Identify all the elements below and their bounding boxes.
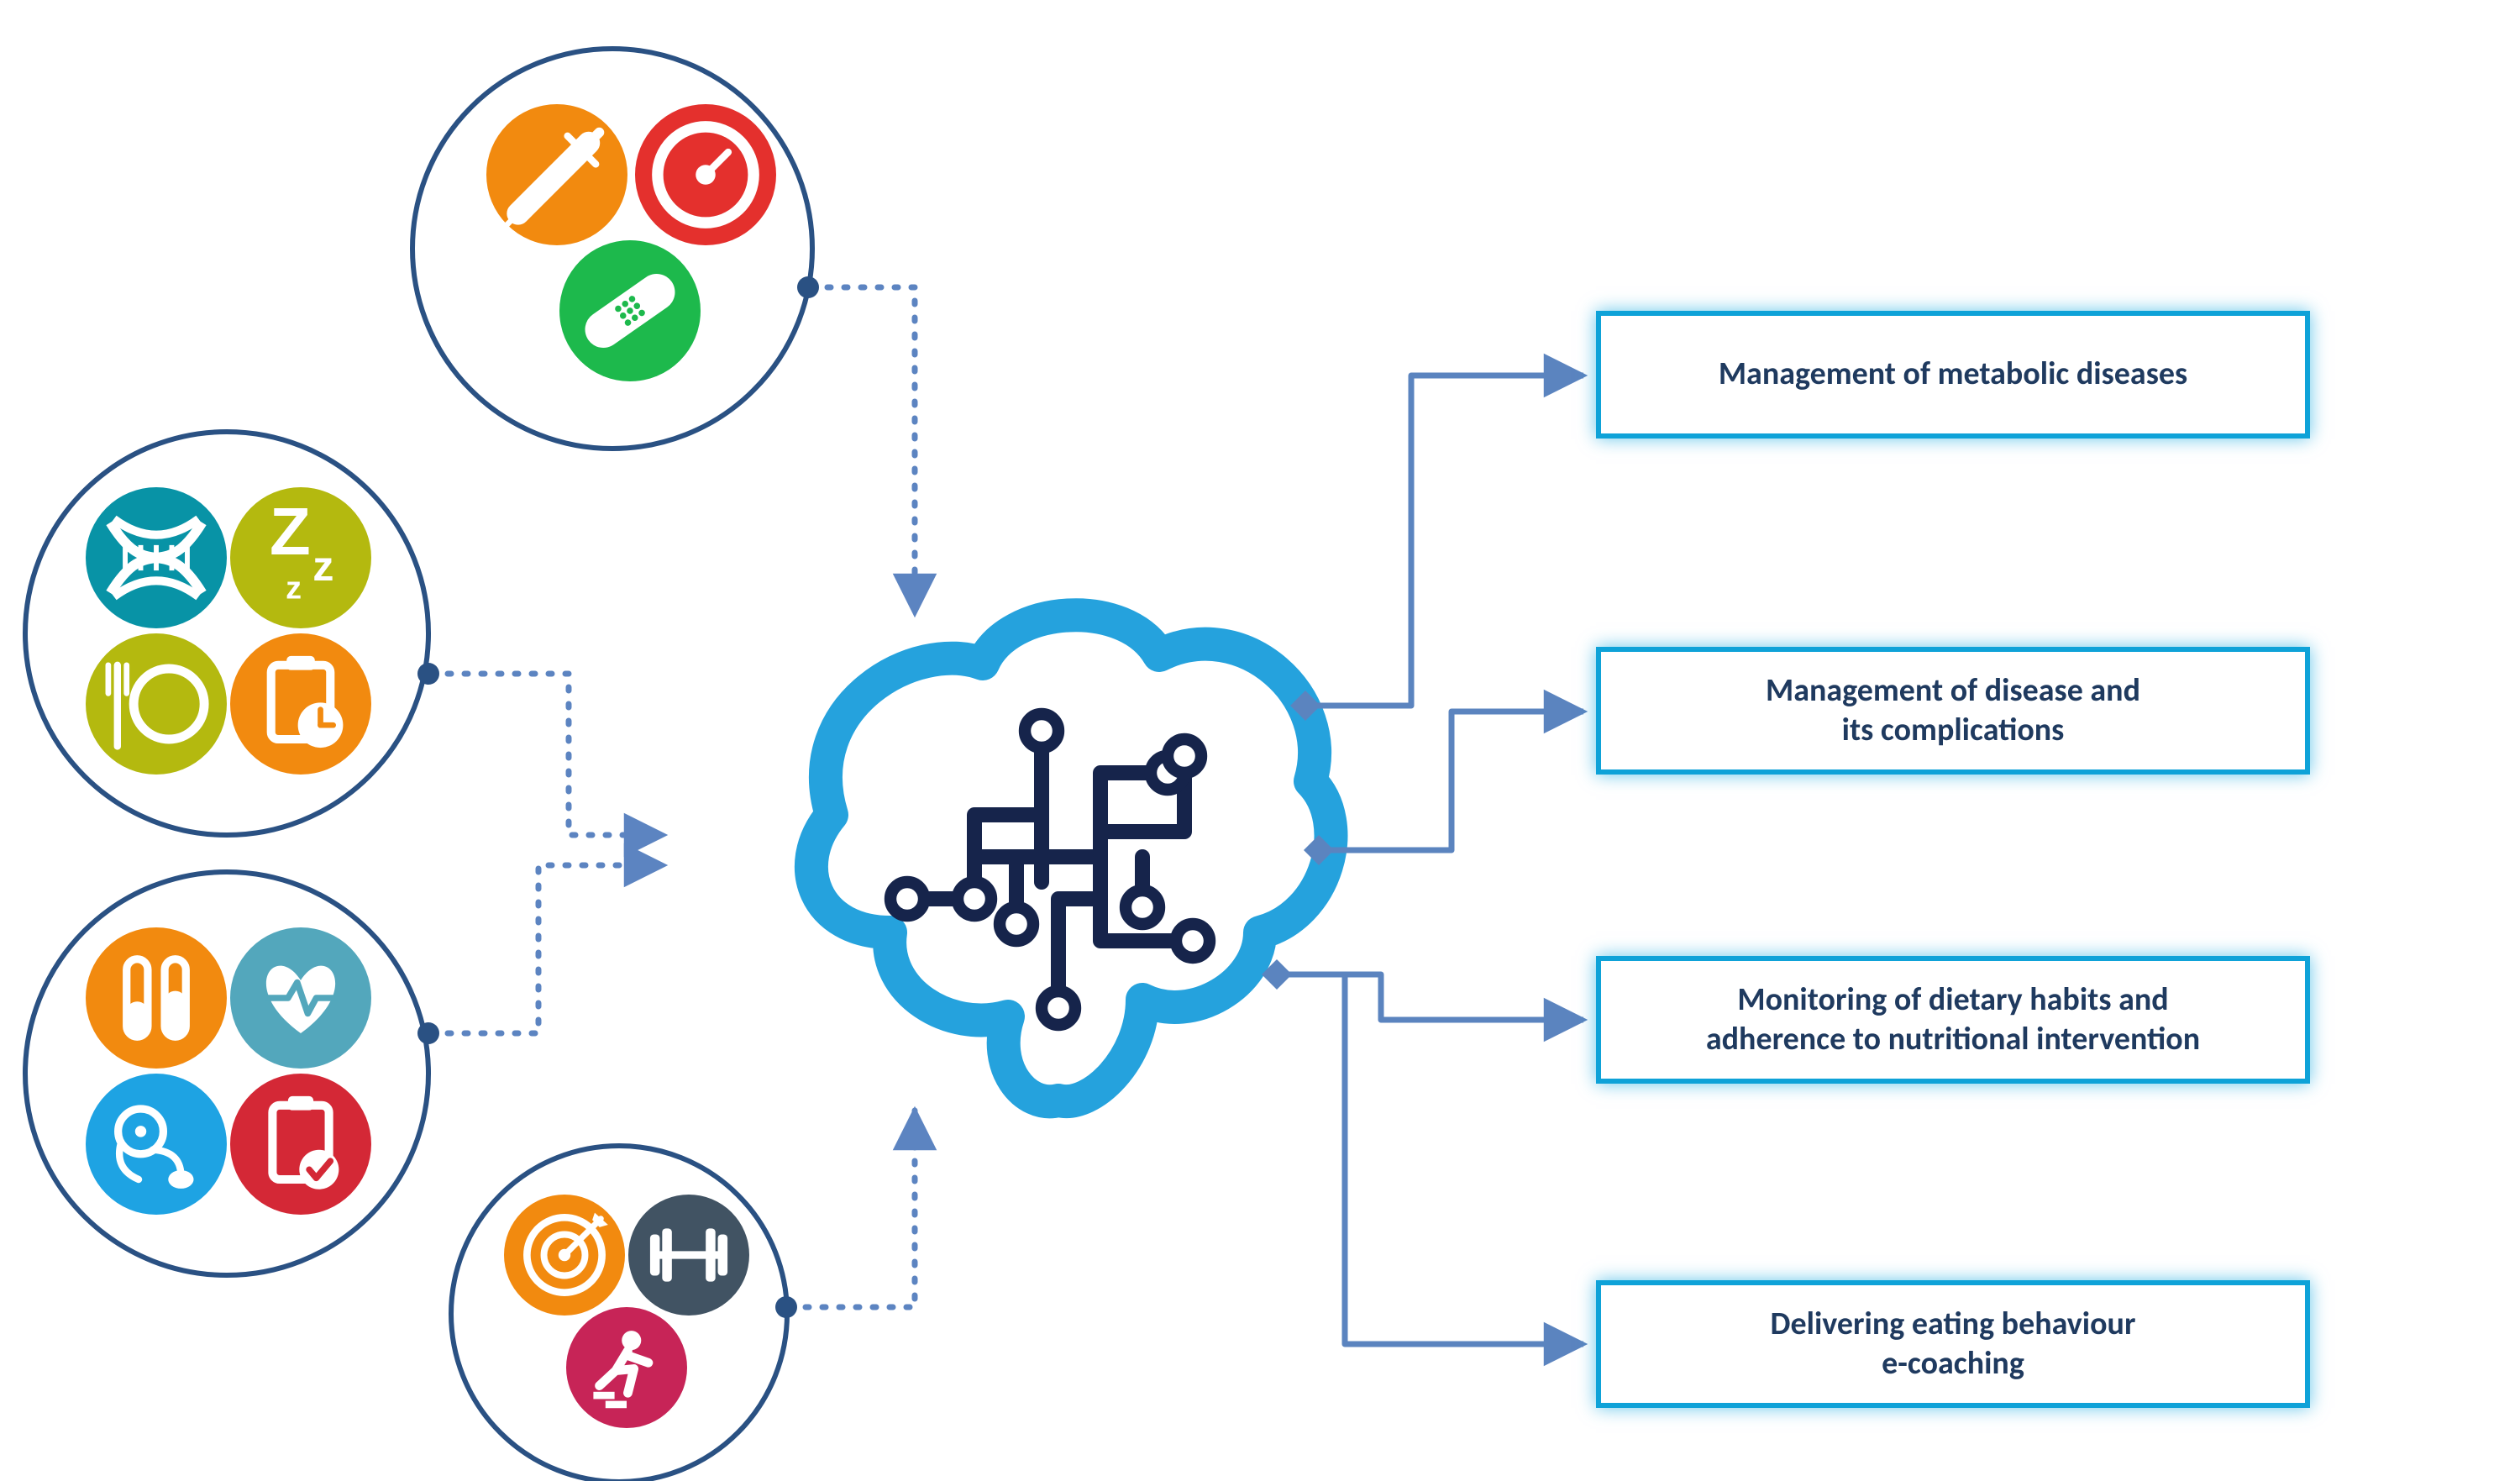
target-icon	[504, 1195, 625, 1316]
input-connector	[431, 674, 664, 835]
svg-text:z: z	[312, 542, 333, 590]
output-connector	[1324, 712, 1583, 850]
test-tubes-icon	[86, 927, 227, 1069]
output-box-line: adherence to nutritional intervention	[1706, 1020, 2200, 1060]
clipboard-timer-icon	[230, 633, 371, 775]
output-box-line: its complications	[1766, 711, 2140, 751]
dumbbell-icon	[628, 1195, 749, 1316]
input-connector	[811, 287, 915, 613]
ai-brain-icon	[811, 615, 1331, 1101]
input-bubble-lifestyle: Zzz	[25, 432, 439, 835]
syringe-icon	[486, 104, 627, 245]
bubble-anchor-dot	[797, 276, 819, 298]
dna-icon	[86, 487, 227, 628]
scale-icon	[635, 104, 776, 245]
svg-text:Z: Z	[270, 494, 311, 569]
bandage-icon	[559, 240, 701, 381]
diagram-canvas: Zzz Management of metabolic diseases Mana…	[0, 0, 2520, 1481]
input-connector	[431, 865, 664, 1033]
svg-text:z: z	[286, 571, 302, 607]
output-connector	[1310, 376, 1583, 706]
output-box-line: Delivering eating behaviour	[1771, 1305, 2136, 1345]
bp-monitor-icon	[86, 1074, 227, 1215]
output-connector	[1281, 974, 1583, 1344]
output-connector	[1281, 974, 1583, 1020]
bubble-anchor-dot	[775, 1296, 797, 1318]
output-box-line: Monitoring of dietary habits and	[1706, 980, 2200, 1021]
output-box-2: Monitoring of dietary habits andadherenc…	[1596, 956, 2310, 1084]
sleep-icon: Zzz	[230, 487, 371, 628]
output-box-line: e-coaching	[1771, 1344, 2136, 1384]
input-bubble-medical	[412, 49, 819, 449]
input-bubble-vitals	[25, 872, 439, 1275]
running-icon	[566, 1307, 687, 1428]
output-box-3: Delivering eating behavioure-coaching	[1596, 1280, 2310, 1408]
heart-rate-icon	[230, 927, 371, 1069]
output-box-line: Management of metabolic diseases	[1719, 354, 2187, 395]
output-box-line: Management of disease and	[1766, 671, 2140, 712]
output-box-0: Management of metabolic diseases	[1596, 311, 2310, 439]
bubble-anchor-dot	[417, 663, 439, 685]
meal-icon	[86, 633, 227, 775]
input-bubble-fitness	[451, 1146, 797, 1481]
output-box-1: Management of disease andits complicatio…	[1596, 647, 2310, 775]
input-connector	[789, 1111, 915, 1307]
bubble-anchor-dot	[417, 1022, 439, 1044]
clipboard-check-icon	[230, 1074, 371, 1215]
